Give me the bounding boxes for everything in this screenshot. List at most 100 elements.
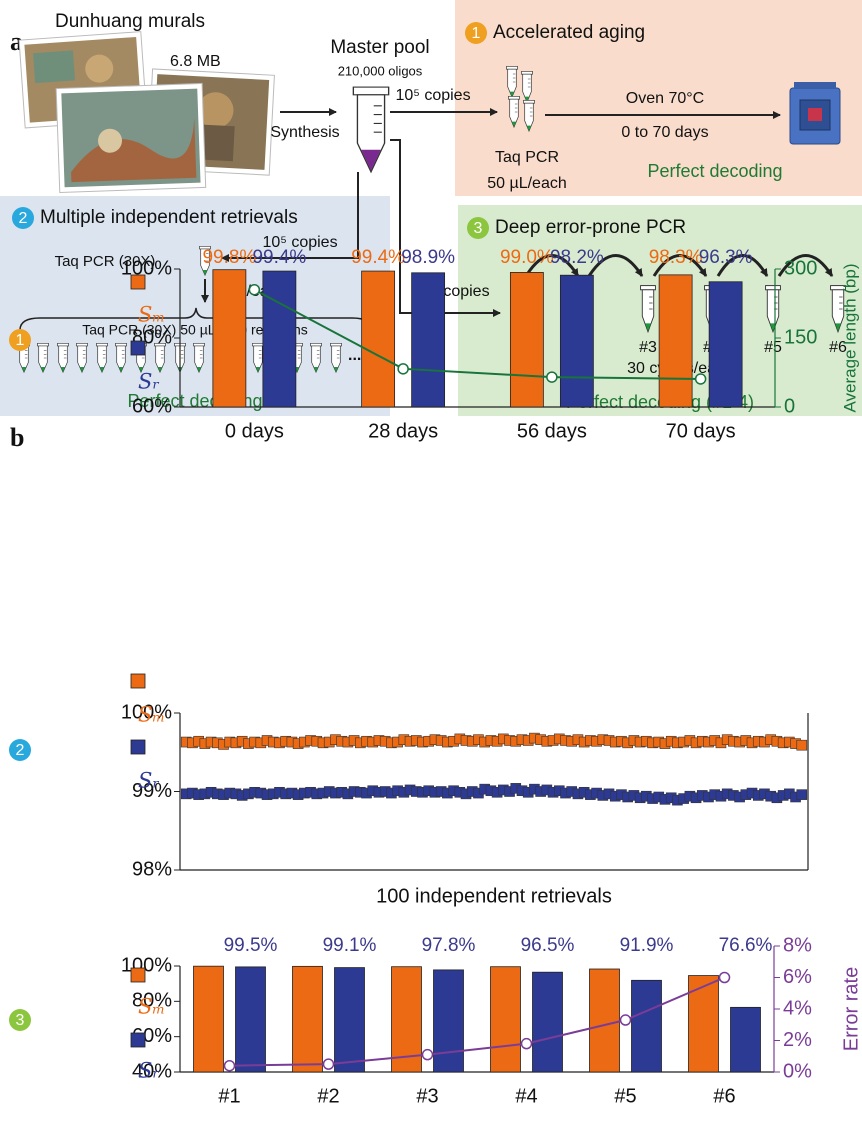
pcr-label: Taq PCR [495,149,559,166]
value-label: 99.8% [202,247,256,268]
point [797,740,807,750]
y2-tick-label: 150 [784,326,817,348]
y2-tick-label: 6% [783,966,812,988]
pool-title: Master pool [330,37,429,58]
copies-label: 10⁵ copies [395,87,470,104]
line-point [249,285,259,295]
line-point [547,372,557,382]
value-label: 98.3% [649,247,703,268]
legend-label: Sᵣ [138,370,160,394]
badge-number: 2 [19,210,28,227]
condition-label: Oven 70°C [626,90,704,107]
pool-size: 210,000 oligos [338,63,423,78]
y-tick-label: 60% [132,395,172,417]
y2-axis-label: Average length (bp) [840,263,859,412]
badge-number: 3 [474,220,483,237]
y2-axis-label: Error rate [840,967,862,1051]
line-point [398,364,408,374]
line-point [324,1059,334,1069]
value-label: 98.9% [401,247,455,268]
bar [709,282,742,407]
bar [362,271,395,407]
x-tick-label: #1 [218,1085,240,1107]
x-tick-label: #6 [713,1085,735,1107]
bar [491,967,521,1072]
value-label: 99.4% [351,247,405,268]
branch-title: Accelerated aging [493,22,645,43]
value-label: 99.5% [224,935,278,956]
result-label: Perfect decoding [647,161,782,181]
line-point [696,374,706,384]
x-tick-label: 0 days [225,420,284,442]
x-tick-label: #2 [317,1085,339,1107]
bar [434,970,464,1072]
x-tick-label: 28 days [368,420,438,442]
bar [194,966,224,1072]
y2-tick-label: 0 [784,395,795,417]
source-size: 6.8 MB [170,53,221,70]
legend-swatch [131,674,145,688]
legend-swatch [131,341,145,355]
master-tube [353,87,388,172]
bar [533,972,563,1072]
value-label: 99.0% [500,247,554,268]
box-retrievals [0,196,390,416]
legend-swatch [131,968,145,982]
line-point [522,1039,532,1049]
value-label: 99.1% [323,935,377,956]
legend-label: Sᵣ [138,1059,160,1083]
value-label: 98.2% [550,247,604,268]
legend-label: Sₘ [138,995,165,1019]
y2-tick-label: 8% [783,934,812,956]
value-label: 97.8% [422,935,476,956]
bar [335,968,365,1072]
bar [213,270,246,407]
figure: a b Dunhuang murals 6.8 MB Synthesis Mas… [0,0,862,1126]
value-label: 99.4% [252,247,306,268]
x-tick-label: #3 [416,1085,438,1107]
value-label: 96.3% [699,247,753,268]
badge-number: 2 [16,742,25,759]
value-label: 91.9% [620,935,674,956]
y2-tick-label: 0% [783,1060,812,1082]
x-tick-label: #4 [515,1085,537,1107]
line-point [621,1015,631,1025]
bar [236,967,266,1072]
duration-label: 0 to 70 days [621,124,708,141]
bar [412,273,445,407]
volume-label: 50 µL/each [487,175,567,192]
branch-title: Deep error-prone PCR [495,217,686,238]
y2-tick-label: 300 [784,257,817,279]
point [797,790,807,800]
bar [510,272,543,407]
y2-tick-label: 4% [783,997,812,1019]
bar [659,275,692,407]
branch-title: Multiple independent retrievals [40,207,298,228]
panel-label: b [10,423,24,452]
legend-label: Sᵣ [138,769,160,793]
y-tick-label: 100% [121,954,172,976]
legend-swatch [131,1033,145,1047]
bar [293,966,323,1072]
badge-number: 1 [16,332,25,349]
legend-swatch [131,275,145,289]
bar [263,271,296,407]
bar [590,969,620,1072]
x-tick-label: 70 days [666,420,736,442]
line-point [225,1061,235,1071]
x-tick-label: 56 days [517,420,587,442]
badge-number: 3 [16,1012,25,1029]
source-title: Dunhuang murals [55,11,205,32]
x-axis-label: 100 independent retrievals [376,885,612,907]
oven-icon [790,82,840,144]
legend-label: Sₘ [138,703,165,727]
tube-label: #3 [639,339,657,356]
x-tick-label: #5 [614,1085,636,1107]
y2-tick-label: 2% [783,1029,812,1051]
bar [560,275,593,407]
value-label: 96.5% [521,935,575,956]
bar [632,980,662,1072]
y-tick-label: 100% [121,257,172,279]
tube-label: #5 [764,339,782,356]
synthesis-label: Synthesis [270,124,339,141]
